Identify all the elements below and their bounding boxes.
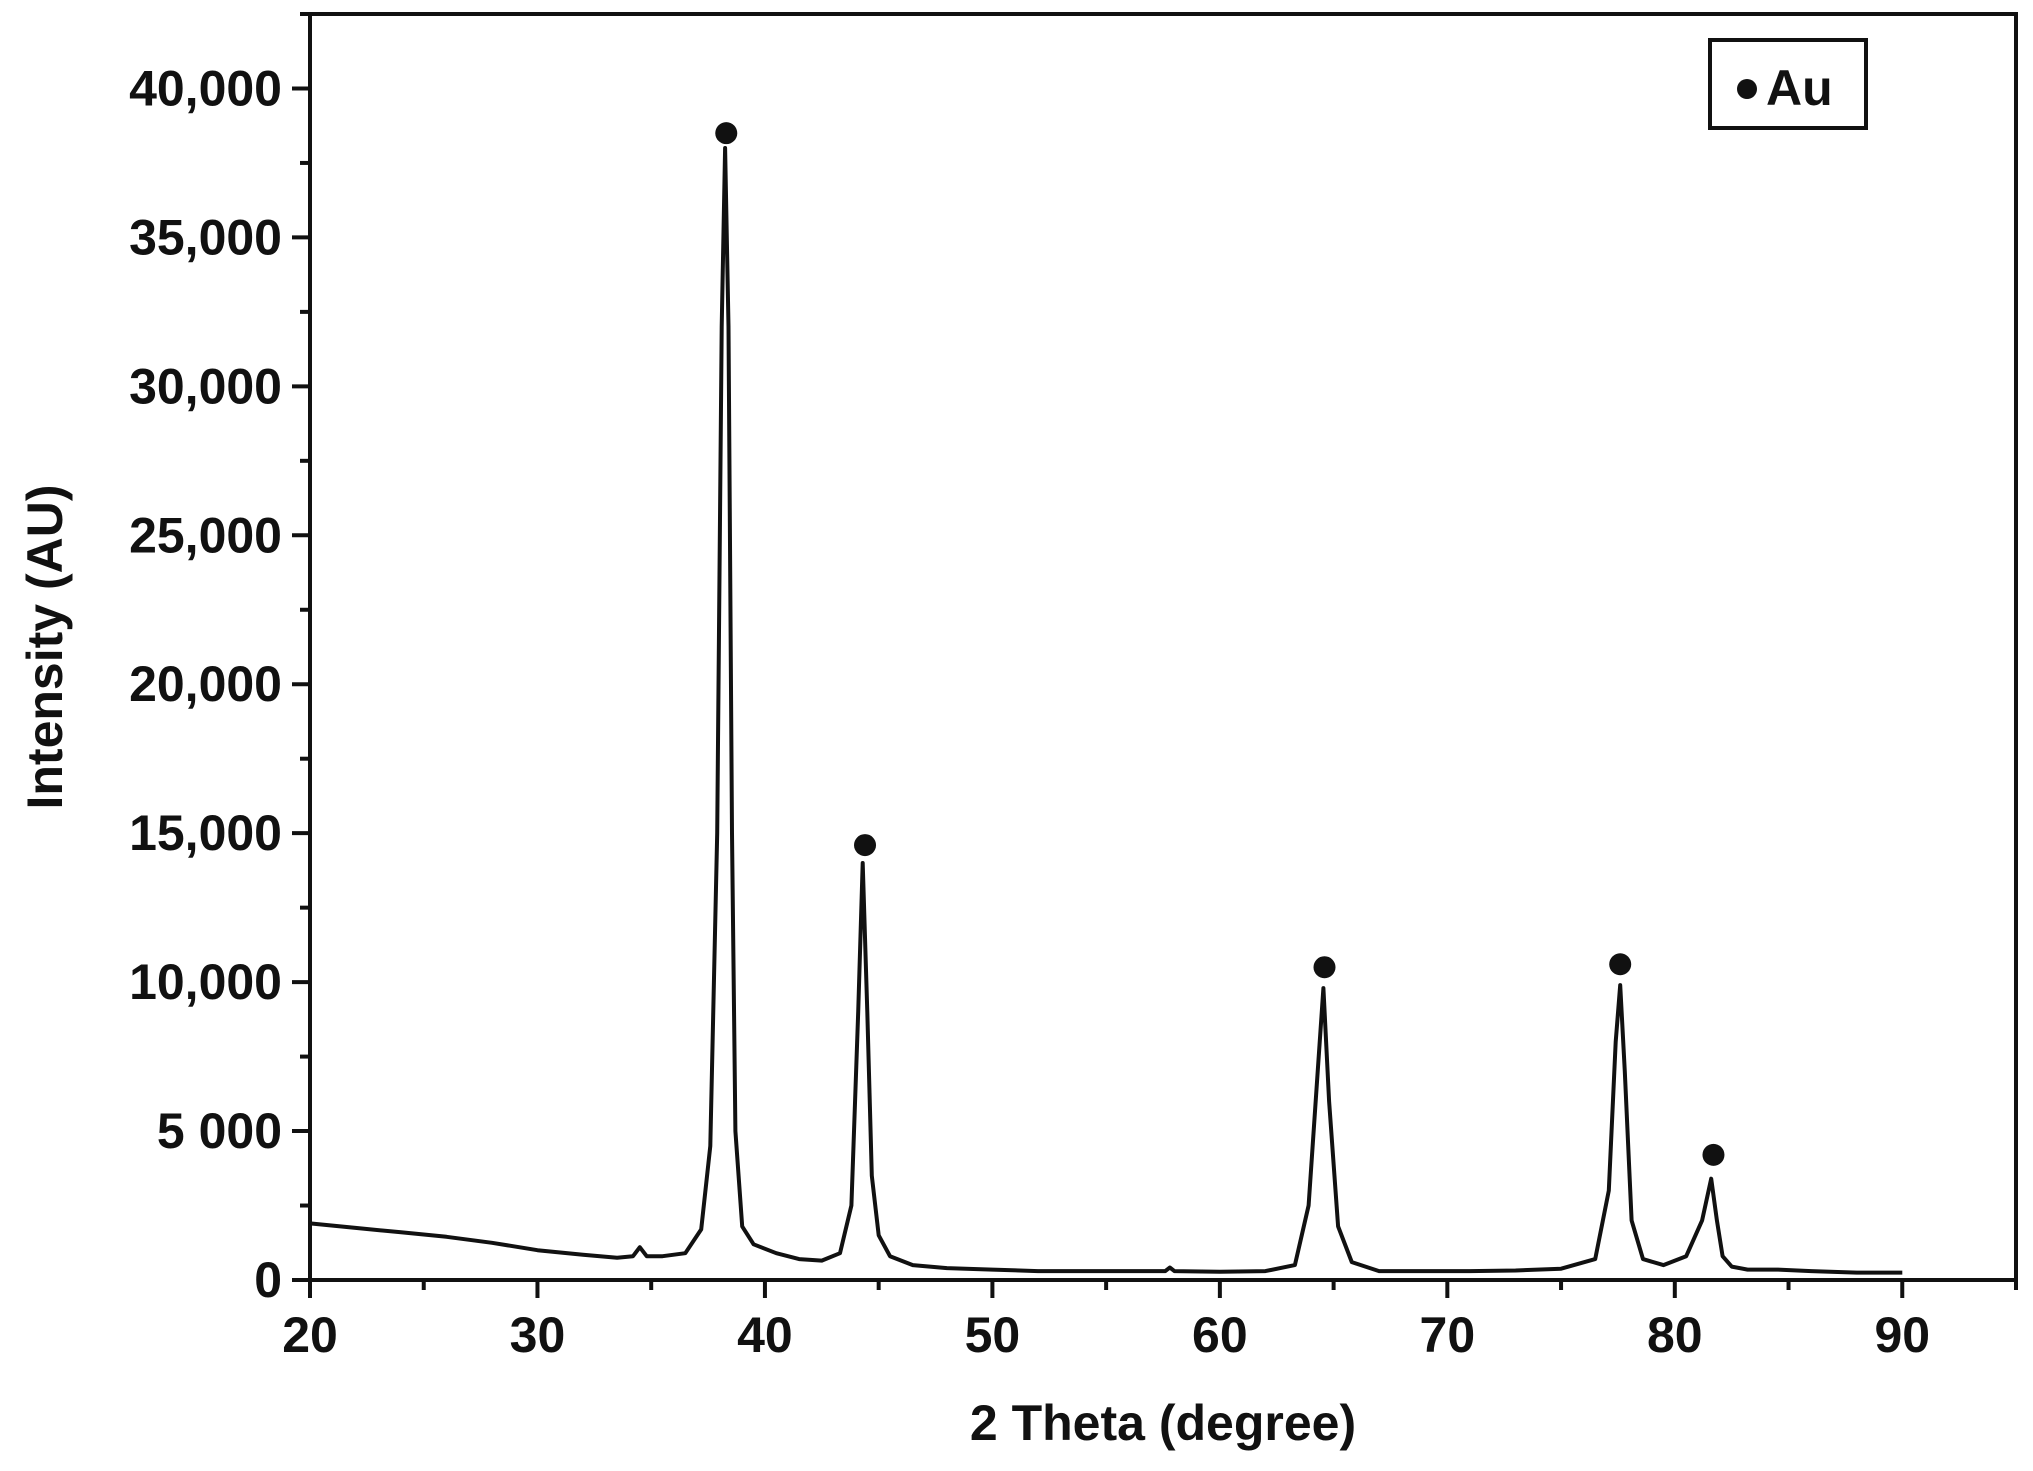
y-tick-label: 25,000 xyxy=(129,507,282,563)
y-axis-ticks: 0 5 000 10,000 15,000 20,000 25,000 30,000 35,0… xyxy=(129,12,310,1308)
legend-label-au: Au xyxy=(1766,60,1833,116)
x-tick-label: 70 xyxy=(1420,1307,1476,1363)
series-line xyxy=(309,146,1903,1275)
x-axis-title: 2 Theta (degree) xyxy=(970,1395,1356,1451)
x-tick-label: 80 xyxy=(1647,1307,1703,1363)
y-tick-label: 5 000 xyxy=(157,1103,282,1159)
legend: Au xyxy=(1708,38,1868,130)
y-tick-label: 10,000 xyxy=(129,954,282,1010)
x-tick-label: 20 xyxy=(282,1307,338,1363)
y-tick-label: 35,000 xyxy=(129,209,282,265)
plot-frame xyxy=(308,12,2018,1282)
peak-markers xyxy=(715,122,1725,1166)
y-tick-label: 15,000 xyxy=(129,805,282,861)
x-tick-label: 90 xyxy=(1874,1307,1930,1363)
y-tick-label: 20,000 xyxy=(129,656,282,712)
peak-marker xyxy=(1313,956,1336,979)
legend-marker-circle xyxy=(1737,79,1757,99)
legend-box xyxy=(1708,38,1868,130)
peak-marker xyxy=(1609,953,1632,976)
y-axis-title: Intensity (AU) xyxy=(17,485,73,810)
peak-marker xyxy=(715,122,738,145)
y-tick-label: 0 xyxy=(254,1252,282,1308)
peak-marker xyxy=(854,834,877,857)
x-tick-label: 60 xyxy=(1192,1307,1248,1363)
x-tick-label: 30 xyxy=(510,1307,566,1363)
y-tick-label: 40,000 xyxy=(129,60,282,116)
x-tick-label: 40 xyxy=(737,1307,793,1363)
x-tick-label: 50 xyxy=(965,1307,1021,1363)
x-axis-ticks: 20 30 40 50 60 70 80 90 xyxy=(282,1280,2018,1363)
peak-marker xyxy=(1702,1143,1725,1166)
y-tick-label: 30,000 xyxy=(129,358,282,414)
